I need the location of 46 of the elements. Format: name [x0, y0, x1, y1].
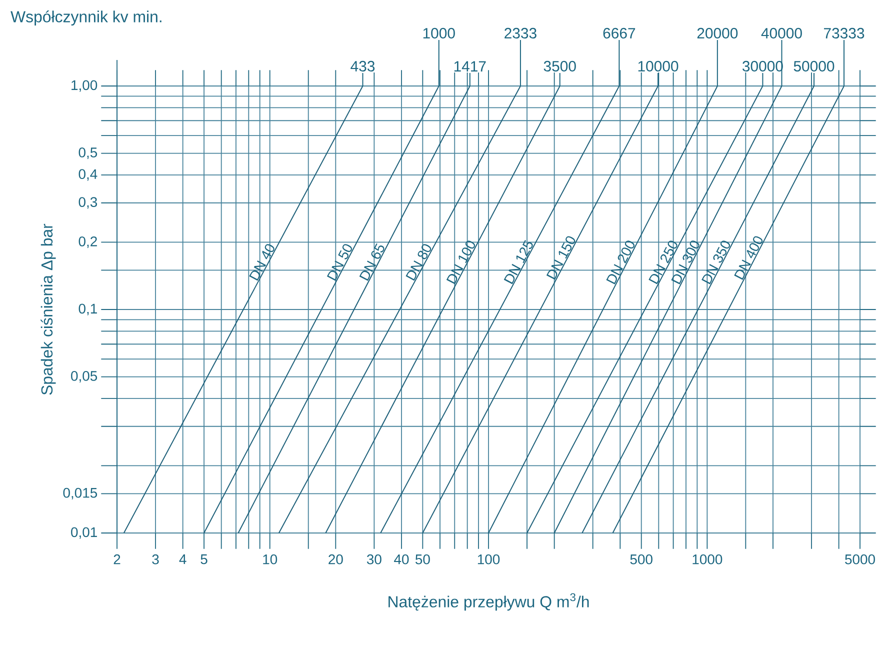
text: DN 125: [504, 240, 533, 284]
annotation: 3500: [544, 60, 576, 72]
y-tick-label: 0,4: [78, 169, 98, 181]
annotation: 40000: [761, 28, 802, 38]
y-tick-label: 0,2: [78, 236, 97, 248]
y-tick-label: 0,05: [71, 371, 98, 383]
x-tick-label: 30: [366, 554, 382, 564]
annotation: 50000: [794, 60, 834, 72]
text: DN 50: [326, 244, 352, 281]
annotation: 433: [350, 60, 375, 72]
x-tick-label: 4: [179, 554, 186, 564]
x-tick-label: 100: [478, 554, 500, 564]
y-tick-label: 0,1: [78, 304, 97, 316]
x-tick-label: 500: [630, 554, 652, 564]
annotation: 1417: [454, 61, 486, 72]
y-tick-label: 0,01: [71, 527, 97, 539]
annotation: 2333: [504, 28, 536, 38]
annotation: 1000: [423, 28, 455, 38]
text: DN 40: [249, 244, 274, 281]
text: DN 200: [606, 240, 635, 284]
y-axis-title: Spadek ciśnienia Δp bar: [40, 224, 56, 395]
text: DN 65: [359, 243, 384, 281]
annotation: 20000: [697, 28, 738, 38]
chart-title: Współczynnik kv min.: [10, 10, 162, 26]
y-tick-label: 0,5: [78, 148, 98, 160]
text: DN 150: [546, 236, 576, 280]
annotation: 73333: [824, 28, 864, 38]
x-tick-label: 3: [152, 554, 159, 564]
x-tick-label: 20: [328, 554, 343, 564]
annotation: 6667: [603, 28, 636, 38]
x-tick-label: 2: [114, 554, 120, 564]
x-tick-label: 10: [263, 554, 278, 564]
text: DN 100: [446, 240, 476, 284]
y-tick-label: 0,015: [63, 488, 98, 500]
annotation: 10000: [638, 60, 678, 72]
x-tick-label: 50: [415, 554, 430, 564]
x-tick-label: 5000: [845, 554, 875, 564]
y-tick-label: 1,00: [72, 80, 98, 92]
text: DN 400: [734, 236, 763, 280]
x-tick-label: 1000: [692, 554, 722, 564]
text: DN 350: [702, 240, 730, 284]
text: DN 80: [406, 244, 432, 281]
x-tick-label: 5: [200, 554, 208, 564]
x-axis-title: Natężenie przepływu Q m$^{3}$/h: [388, 593, 589, 611]
y-tick-label: 0,3: [78, 197, 98, 209]
x-tick-label: 40: [394, 554, 409, 564]
